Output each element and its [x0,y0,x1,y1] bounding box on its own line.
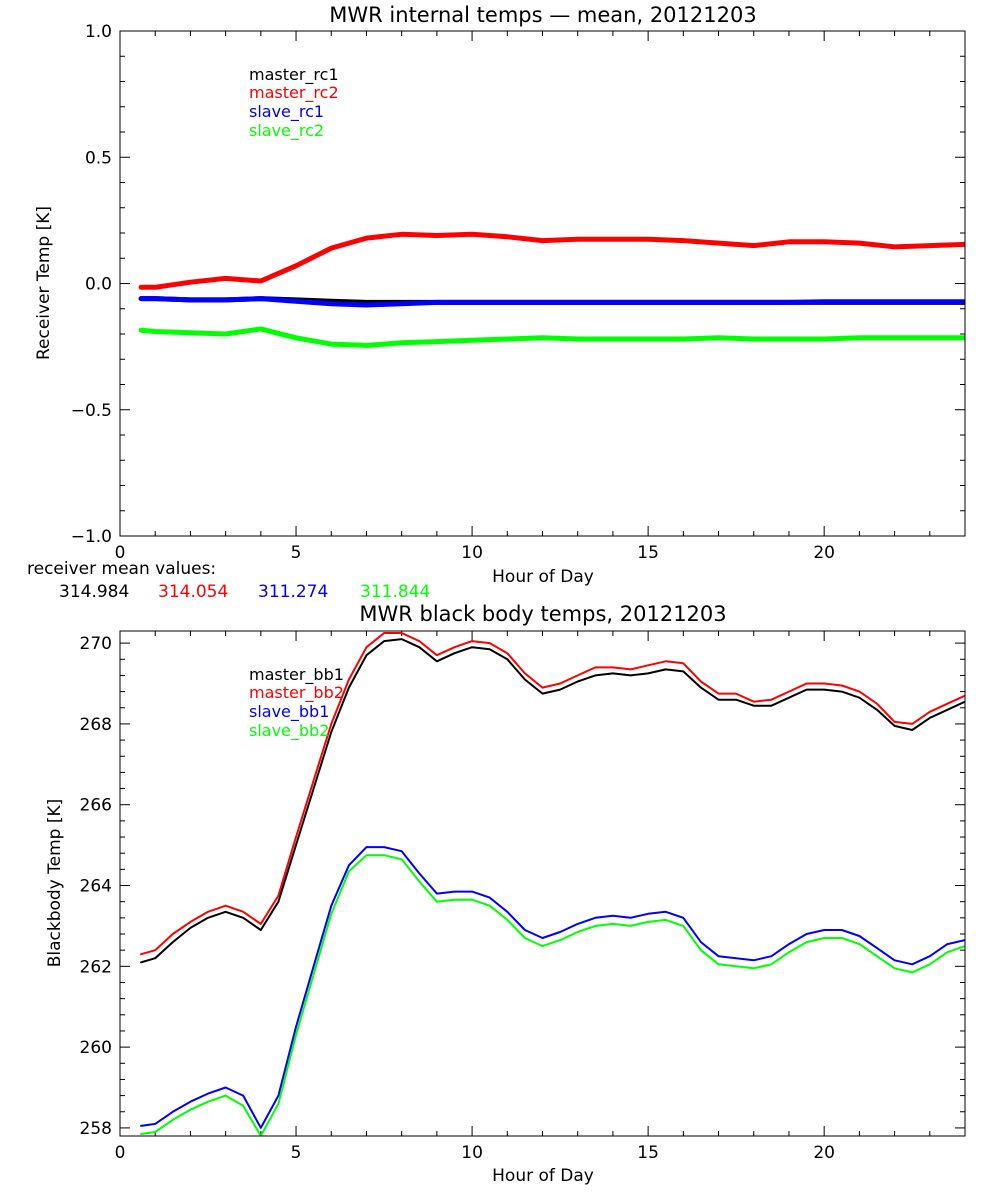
y-axis-label: Blackbody Temp [K] [45,799,65,968]
legend: master_bb1 master_bb2 slave_bb1 slave_bb… [249,665,344,741]
legend: master_rc1 master_rc2 slave_rc1 slave_rc… [249,65,339,141]
y-tick-label: −1.0 [71,527,112,547]
plot-lines [140,632,965,1136]
x-tick-label: 0 [115,543,126,563]
chart-title: MWR black body temps, 20121203 [359,602,726,626]
series-line-master_bb2 [140,632,965,956]
plot-lines [138,231,965,348]
y-tick-label: 262 [80,957,112,977]
legend-entry: slave_rc1 [249,102,324,122]
x-tick-labels: 0 5 10 15 20 [115,543,835,563]
y-tick-label: 0.0 [85,275,112,295]
x-tick-label: 5 [291,543,302,563]
x-tick-label: 20 [813,543,835,563]
tick-marks [119,30,966,537]
y-axis-label: Receiver Temp [K] [34,206,54,360]
x-tick-label: 5 [291,1143,302,1163]
plot-frame [119,630,966,1137]
x-axis-label: Hour of Day [492,567,594,587]
tick-marks [119,631,966,1136]
series-line-slave_rc1 [138,296,965,308]
receiver-mean-value: 314.984 [59,582,129,602]
blackbody-temp-chart: MWR black body temps, 20121203 Hour of D… [45,602,966,1186]
y-tick-labels: −1.0 −0.5 0.0 0.5 1.0 [71,22,112,547]
x-tick-label: 0 [115,1143,126,1163]
y-tick-label: −0.5 [71,401,112,421]
series-line-master_bb1 [140,638,965,964]
x-tick-label: 15 [637,1143,659,1163]
legend-entry: slave_bb1 [249,702,329,722]
series-line-slave_rc2 [138,326,965,348]
y-tick-label: 266 [80,796,112,816]
receiver-temp-chart: MWR internal temps — mean, 20121203 Hour… [34,3,966,587]
legend-entry: master_bb1 [249,665,344,685]
y-tick-label: 260 [80,1038,112,1058]
x-tick-label: 15 [637,543,659,563]
x-tick-labels: 0 5 10 15 20 [115,1143,835,1163]
receiver-mean-value: 314.054 [158,582,228,602]
y-tick-label: 270 [80,634,112,654]
legend-entry: master_bb2 [249,683,344,703]
y-tick-label: 0.5 [85,148,112,168]
y-tick-label: 258 [80,1119,112,1139]
plot-frame [119,30,966,537]
series-line-master_rc2 [138,231,965,290]
x-axis-label: Hour of Day [492,1166,594,1186]
series-line-slave_bb1 [140,846,965,1129]
legend-entry: slave_rc2 [249,121,324,141]
receiver-mean-value: 311.844 [360,582,430,602]
legend-entry: master_rc2 [249,83,339,103]
y-tick-labels: 258 260 262 264 266 268 270 [80,634,112,1139]
x-tick-label: 10 [461,1143,483,1163]
receiver-means-title: receiver mean values: [27,559,216,579]
x-tick-label: 10 [461,543,483,563]
legend-entry: master_rc1 [249,65,339,85]
chart-title: MWR internal temps — mean, 20121203 [329,3,756,27]
x-tick-label: 20 [813,1143,835,1163]
receiver-mean-value: 311.274 [258,582,328,602]
legend-entry: slave_bb2 [249,721,329,741]
y-tick-label: 264 [80,877,112,897]
y-tick-label: 1.0 [85,22,112,42]
series-line-slave_bb2 [140,854,965,1136]
receiver-means: receiver mean values: 314.984 314.054 31… [27,559,430,602]
y-tick-label: 268 [80,715,112,735]
